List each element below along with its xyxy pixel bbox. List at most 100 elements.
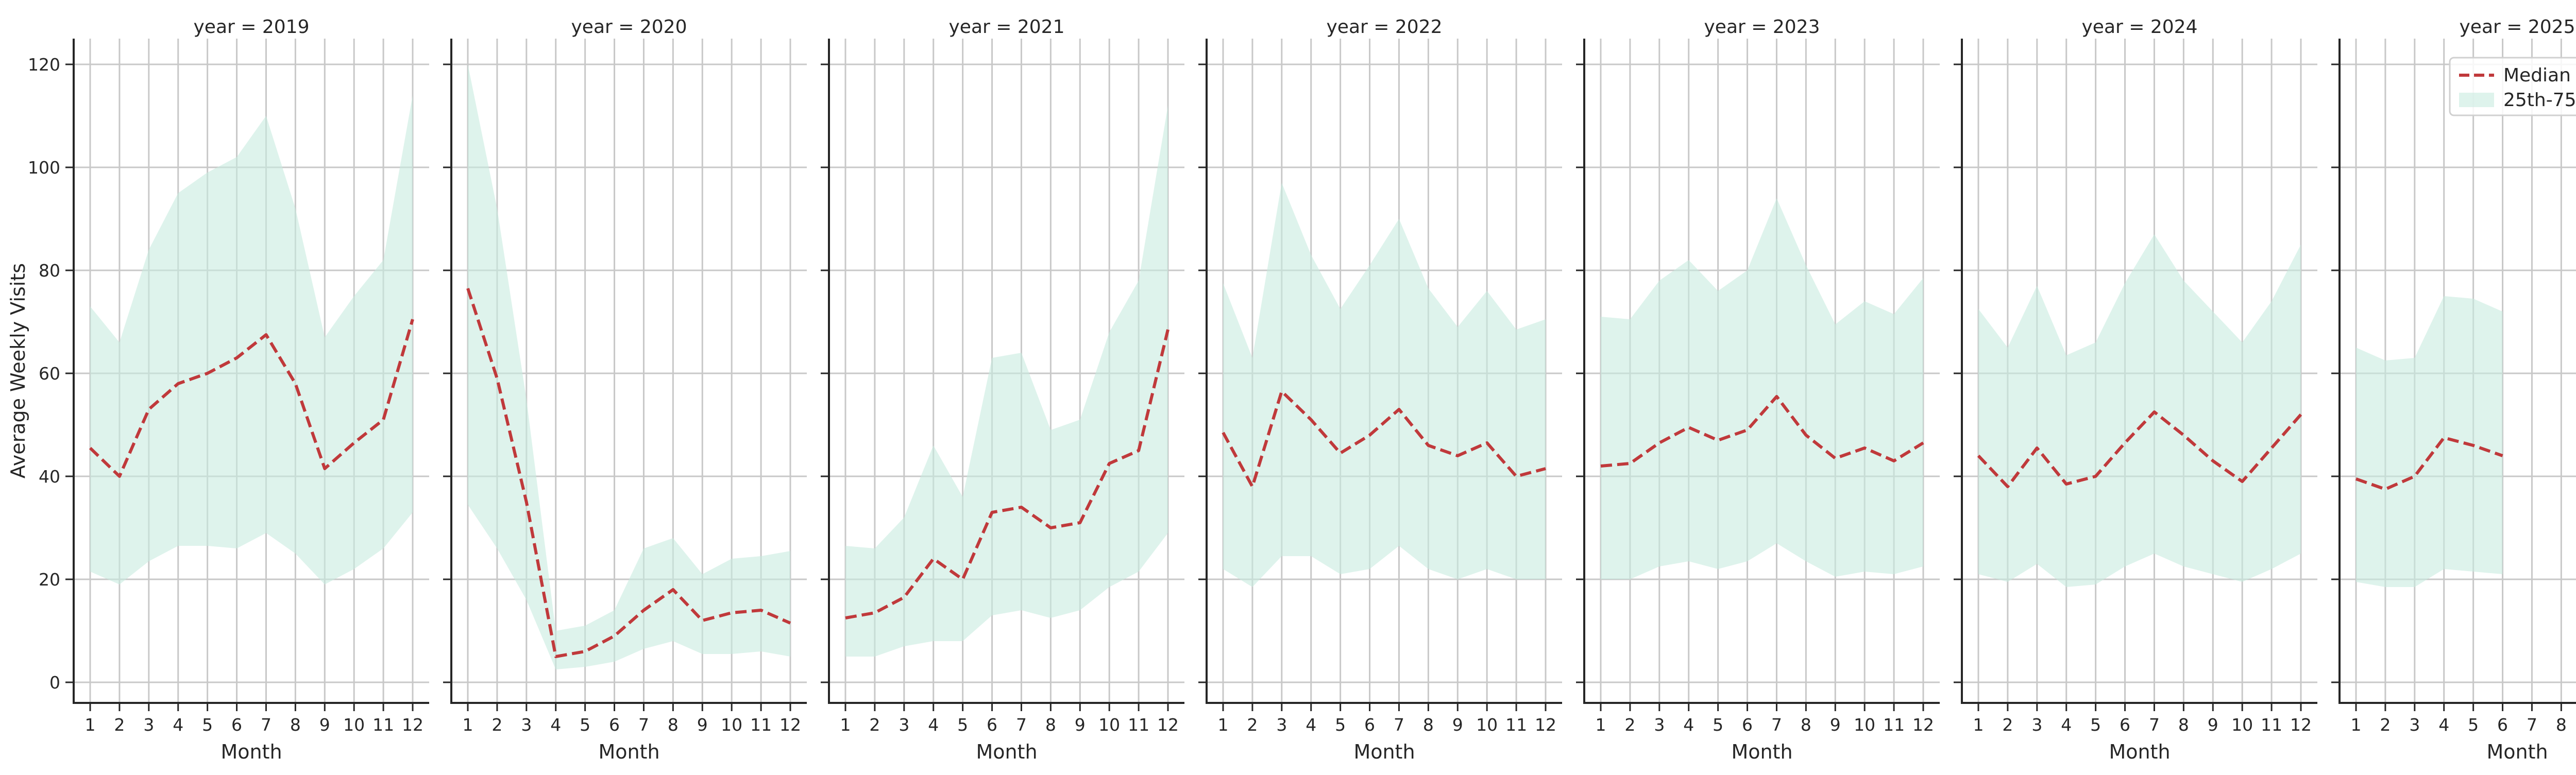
median-line [1977, 410, 2302, 488]
x-tick-label: 5 [2468, 715, 2479, 735]
y-tick-label: 120 [28, 55, 60, 75]
x-tick-label: 5 [1335, 715, 1346, 735]
x-tick-label: 10 [343, 715, 365, 735]
x-tick-label: 8 [1423, 715, 1434, 735]
x-tick-label: 8 [2556, 715, 2567, 735]
x-tick-label: 7 [1771, 715, 1782, 735]
x-tick-label: 3 [1654, 715, 1665, 735]
x-axis-label: Month [976, 740, 1037, 763]
x-tick-label: 2 [869, 715, 880, 735]
x-axis-label: Month [221, 740, 282, 763]
x-tick-label: 9 [697, 715, 708, 735]
x-tick-label: 1 [840, 715, 851, 735]
x-tick-label: 8 [668, 715, 679, 735]
x-tick-label: 3 [2031, 715, 2042, 735]
x-tick-label: 10 [1854, 715, 1875, 735]
x-tick-label: 7 [2527, 715, 2537, 735]
percentile-band [845, 106, 1168, 657]
x-tick-label: 5 [202, 715, 213, 735]
x-tick-label: 6 [987, 715, 997, 735]
x-tick-label: 9 [2208, 715, 2218, 735]
x-tick-label: 6 [2120, 715, 2130, 735]
x-tick-label: 6 [1364, 715, 1375, 735]
x-tick-label: 7 [638, 715, 649, 735]
y-axis-label: Average Weekly Visits [7, 263, 29, 478]
x-tick-label: 12 [779, 715, 801, 735]
x-tick-label: 2 [114, 715, 125, 735]
facet-title: year = 2021 [949, 16, 1065, 38]
x-tick-label: 4 [1683, 715, 1694, 735]
y-tick-label: 80 [39, 261, 60, 281]
percentile-band [1601, 198, 1923, 579]
legend: Median 25th-75th Percentile [2449, 57, 2576, 116]
x-tick-label: 10 [1476, 715, 1498, 735]
legend-band-swatch [2459, 93, 2494, 107]
x-tick-label: 6 [1742, 715, 1753, 735]
x-tick-label: 11 [372, 715, 394, 735]
x-tick-label: 1 [85, 715, 96, 735]
facet-title: year = 2023 [1704, 16, 1820, 38]
x-tick-label: 9 [1452, 715, 1463, 735]
x-tick-label: 5 [1713, 715, 1723, 735]
x-tick-label: 2 [2002, 715, 2013, 735]
x-tick-label: 12 [1535, 715, 1556, 735]
percentile-band [1978, 234, 2301, 587]
y-tick-label: 0 [49, 673, 60, 693]
median-line [1222, 390, 1546, 488]
x-tick-label: 9 [1075, 715, 1086, 735]
x-tick-label: 8 [1801, 715, 1811, 735]
x-tick-label: 11 [750, 715, 772, 735]
legend-entry-label: Median [2503, 65, 2571, 86]
x-axis-label: Month [598, 740, 659, 763]
x-tick-label: 4 [2438, 715, 2449, 735]
median-line [1600, 395, 1924, 468]
x-tick-label: 11 [2261, 715, 2282, 735]
x-tick-label: 9 [1830, 715, 1841, 735]
median-line [89, 319, 414, 478]
x-tick-label: 11 [1505, 715, 1527, 735]
y-tick-label: 100 [28, 158, 60, 178]
x-tick-label: 1 [463, 715, 473, 735]
x-tick-label: 7 [1016, 715, 1027, 735]
x-tick-label: 7 [261, 715, 272, 735]
x-tick-label: 3 [143, 715, 154, 735]
x-tick-label: 1 [2351, 715, 2362, 735]
x-tick-label: 3 [899, 715, 909, 735]
x-tick-label: 9 [319, 715, 330, 735]
x-tick-label: 8 [1045, 715, 1056, 735]
y-tick-label: 20 [39, 570, 60, 590]
y-tick-label: 40 [39, 467, 60, 487]
x-tick-label: 5 [2090, 715, 2101, 735]
x-tick-label: 1 [1218, 715, 1229, 735]
x-tick-label: 2 [1624, 715, 1635, 735]
x-tick-label: 11 [1883, 715, 1905, 735]
facet-title: year = 2020 [571, 16, 687, 38]
x-tick-label: 3 [2409, 715, 2420, 735]
x-tick-label: 12 [2290, 715, 2312, 735]
x-tick-label: 8 [2178, 715, 2189, 735]
percentile-band [1223, 183, 1546, 587]
x-tick-label: 8 [290, 715, 301, 735]
x-tick-label: 3 [521, 715, 532, 735]
legend-entry-label: 25th-75th Percentile [2503, 90, 2576, 111]
percentile-band [90, 95, 413, 584]
x-axis-label: Month [1731, 740, 1792, 763]
x-tick-label: 10 [721, 715, 742, 735]
x-tick-label: 4 [2061, 715, 2072, 735]
facet-title: year = 2022 [1327, 16, 1443, 38]
x-tick-label: 2 [2380, 715, 2391, 735]
x-tick-label: 6 [231, 715, 242, 735]
x-tick-label: 12 [1912, 715, 1934, 735]
x-tick-label: 5 [957, 715, 968, 735]
x-tick-label: 10 [2231, 715, 2253, 735]
x-tick-label: 4 [550, 715, 561, 735]
x-tick-label: 1 [1973, 715, 1984, 735]
